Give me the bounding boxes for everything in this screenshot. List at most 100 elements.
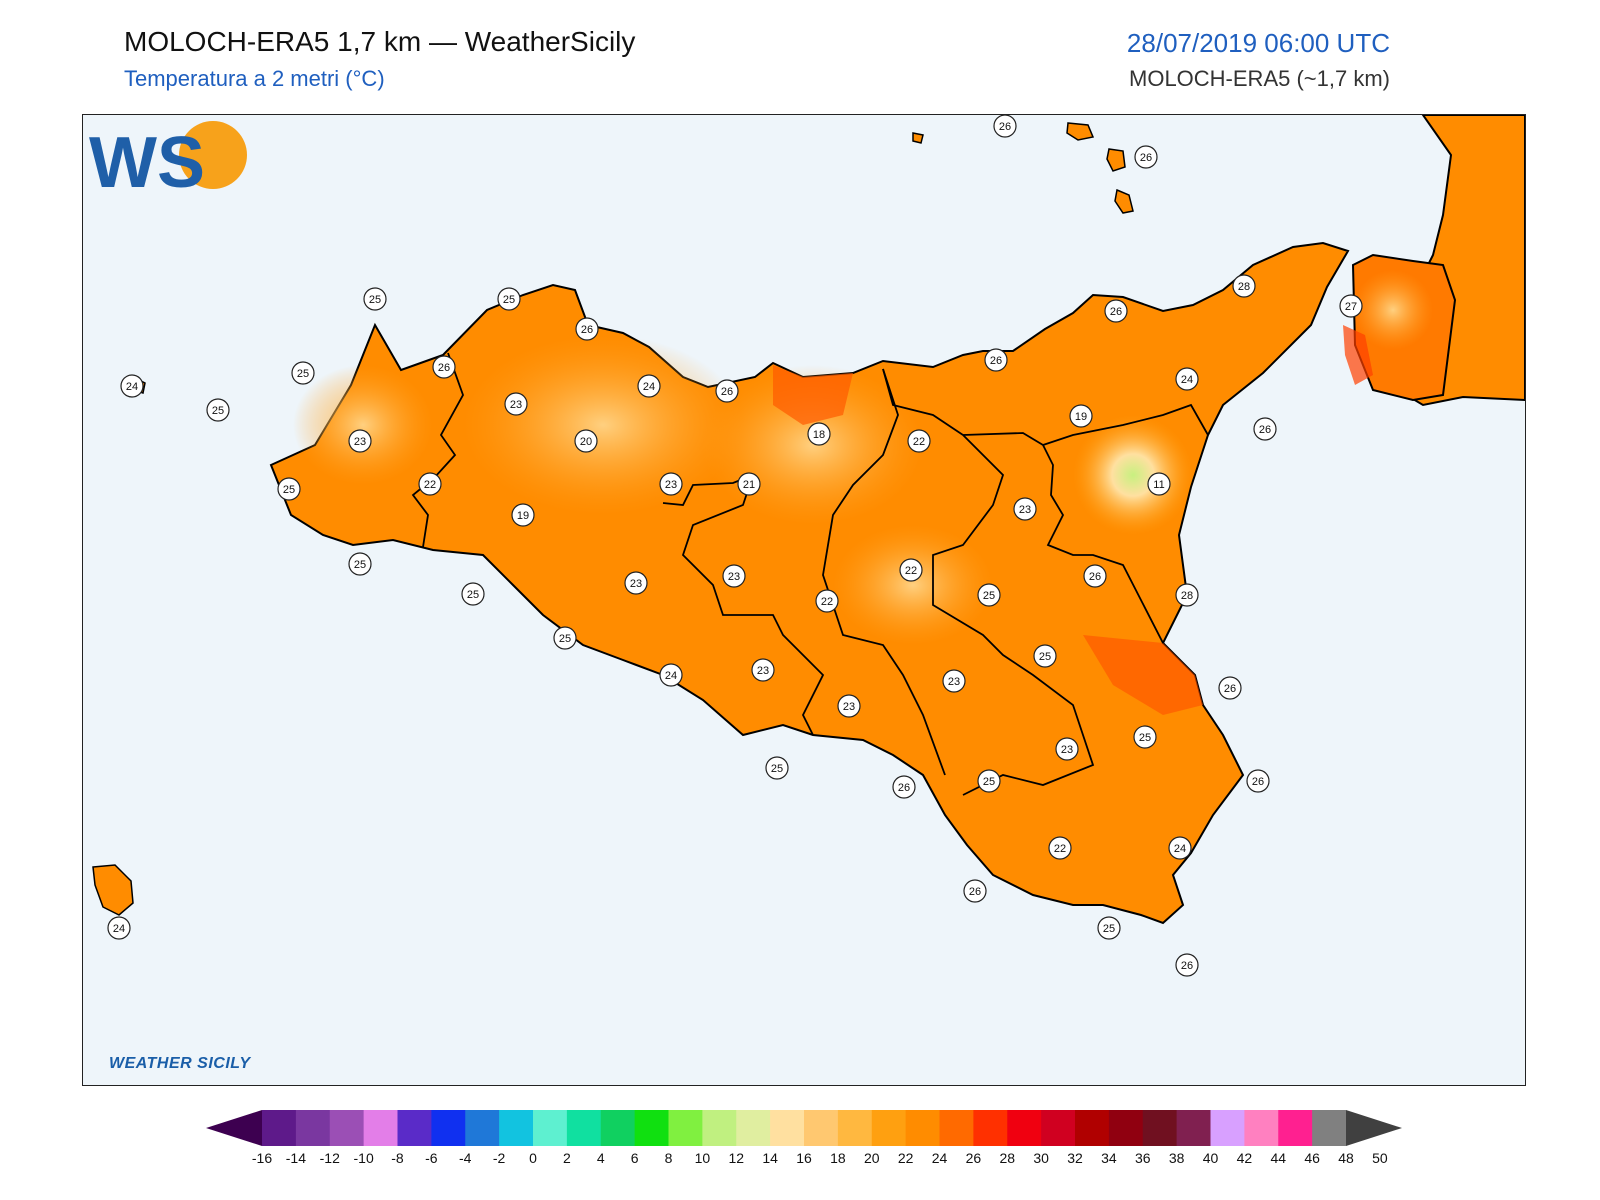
station-value: 23 <box>354 436 366 448</box>
station-value: 26 <box>990 355 1002 367</box>
station-marker: 26 <box>984 348 1008 372</box>
station-marker: 26 <box>1218 676 1242 700</box>
colorbar-segment <box>533 1110 568 1146</box>
colorbar-segment <box>1244 1110 1279 1146</box>
map-subtitle: Temperatura a 2 metri (°C) <box>124 66 385 91</box>
station-marker: 19 <box>511 503 535 527</box>
station-marker: 24 <box>107 916 131 940</box>
colorbar-segment <box>1176 1110 1211 1146</box>
station-value: 23 <box>665 479 677 491</box>
colorbar-segment <box>668 1110 703 1146</box>
station-marker: 25 <box>277 477 301 501</box>
station-marker: 25 <box>363 287 387 311</box>
station-value: 25 <box>1139 732 1151 744</box>
station-value: 22 <box>821 596 833 608</box>
station-marker: 26 <box>1253 417 1277 441</box>
station-value: 22 <box>1054 843 1066 855</box>
station-marker: 26 <box>1104 299 1128 323</box>
colorbar-segment <box>1041 1110 1076 1146</box>
station-marker: 25 <box>977 769 1001 793</box>
station-marker: 22 <box>815 589 839 613</box>
station-marker: 26 <box>1134 145 1158 169</box>
station-marker: 26 <box>993 115 1017 138</box>
station-marker: 19 <box>1069 404 1093 428</box>
station-marker: 11 <box>1147 472 1171 496</box>
station-value: 23 <box>843 701 855 713</box>
station-marker: 25 <box>348 552 372 576</box>
station-value: 25 <box>771 763 783 775</box>
colorbar-segment <box>262 1110 297 1146</box>
station-marker: 25 <box>1097 916 1121 940</box>
colorbar-segment <box>397 1110 432 1146</box>
station-value: 25 <box>354 559 366 571</box>
vulcano-island <box>1114 188 1134 214</box>
station-value: 24 <box>643 381 655 393</box>
station-marker: 28 <box>1175 583 1199 607</box>
colorbar-segment <box>1278 1110 1313 1146</box>
station-value: 26 <box>721 386 733 398</box>
colorbar-tick-label: -12 <box>319 1150 340 1166</box>
colorbar-segment <box>871 1110 907 1146</box>
station-value: 25 <box>283 484 295 496</box>
station-value: 25 <box>297 368 309 380</box>
station-value: 19 <box>1075 411 1087 423</box>
colorbar-segment <box>363 1110 398 1146</box>
station-marker: 26 <box>575 317 599 341</box>
temperature-map[interactable]: 26 26 25 25 26 28 27 26 25 26 24 26 26 24 24 25 23 19 26 23… <box>82 114 1526 1086</box>
station-value: 28 <box>1238 281 1250 293</box>
temperature-colorbar <box>206 1110 1402 1146</box>
station-marker: 24 <box>637 374 661 398</box>
colorbar-tick-label: 12 <box>728 1150 745 1166</box>
station-value: 24 <box>126 381 138 393</box>
colorbar-over-arrow <box>1346 1110 1402 1146</box>
colorbar-segment <box>295 1110 331 1146</box>
colorbar-tick-label: 36 <box>1134 1150 1151 1166</box>
colorbar-tick-label: 2 <box>562 1150 571 1166</box>
station-marker: 25 <box>461 582 485 606</box>
station-marker: 26 <box>1175 953 1199 977</box>
station-marker: 20 <box>574 429 598 453</box>
logo-letters: WS <box>89 123 205 203</box>
colorbar-tick-label: 10 <box>694 1150 711 1166</box>
colorbar-tick-label: 6 <box>630 1150 639 1166</box>
colorbar-tick-label: -8 <box>391 1150 404 1166</box>
colorbar-segment <box>1312 1110 1347 1146</box>
colorbar-tick-label: 34 <box>1101 1150 1117 1166</box>
station-value: 26 <box>898 782 910 794</box>
station-marker: 26 <box>432 355 456 379</box>
colorbar-segment <box>1142 1110 1178 1146</box>
station-marker: 24 <box>1175 367 1199 391</box>
station-value: 25 <box>467 589 479 601</box>
province-borders <box>411 352 1209 796</box>
station-value: 23 <box>1019 504 1031 516</box>
station-value: 25 <box>503 294 515 306</box>
colorbar-tick-label: -6 <box>425 1150 438 1166</box>
station-value: 24 <box>1174 843 1186 855</box>
station-value: 23 <box>948 676 960 688</box>
colorbar-tick-label: -10 <box>353 1150 374 1166</box>
colorbar-tick-label: 38 <box>1168 1150 1185 1166</box>
station-marker: 23 <box>348 429 372 453</box>
colorbar-tick-label: 50 <box>1372 1150 1388 1166</box>
station-value: 23 <box>757 665 769 677</box>
colorbar-segment <box>1075 1110 1110 1146</box>
map-canvas: 26 26 25 25 26 28 27 26 25 26 24 26 26 24 24 25 23 19 26 23… <box>92 115 1525 977</box>
colorbar-segment <box>1210 1110 1245 1146</box>
station-marker: 23 <box>837 694 861 718</box>
station-value: 24 <box>1181 374 1193 386</box>
station-marker: 25 <box>553 626 577 650</box>
colorbar-segment <box>566 1110 602 1146</box>
station-value: 25 <box>1103 923 1115 935</box>
colorbar-tick-label: -2 <box>492 1150 506 1166</box>
station-marker: 26 <box>1083 564 1107 588</box>
colorbar-tick-label: 48 <box>1338 1150 1354 1166</box>
valid-datetime: 28/07/2019 06:00 UTC <box>1126 28 1390 58</box>
colorbar-tick-label: 0 <box>529 1150 537 1166</box>
pantelleria-island <box>92 864 134 916</box>
colorbar-tick-label: 4 <box>596 1150 605 1166</box>
station-marker: 23 <box>1055 737 1079 761</box>
colorbar-tick-label: 18 <box>830 1150 846 1166</box>
colorbar-tick-label: 32 <box>1067 1150 1083 1166</box>
colorbar-tick-label: 14 <box>762 1150 778 1166</box>
station-value: 26 <box>969 886 981 898</box>
